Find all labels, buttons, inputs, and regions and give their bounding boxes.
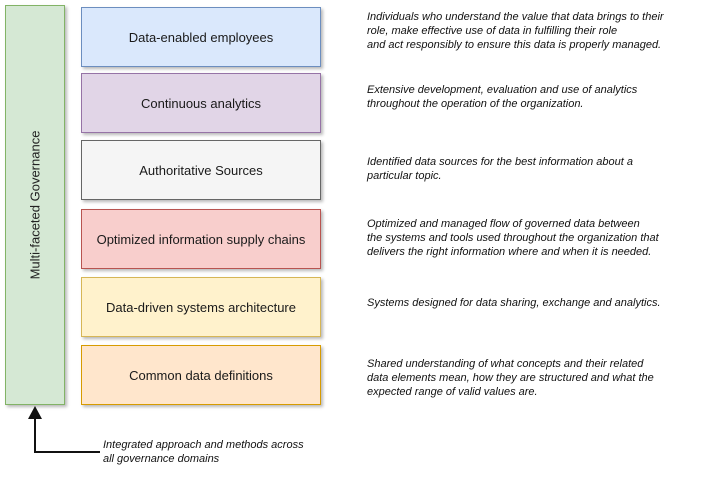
description-data-driven-systems-architecture: Systems designed for data sharing, excha… — [367, 296, 712, 310]
description-line: Systems designed for data sharing, excha… — [367, 297, 661, 309]
description-line: and act responsibly to ensure this data … — [367, 39, 662, 51]
description-line: Individuals who understand the value tha… — [367, 11, 664, 23]
description-line: Identified data sources for the best inf… — [367, 156, 633, 168]
description-line: delivers the right information where and… — [367, 246, 652, 258]
layer-data-driven-systems-architecture: Data-driven systems architecture — [81, 277, 321, 337]
multi-faceted-governance-box: Multi-faceted Governance — [5, 5, 65, 405]
layer-label: Optimized information supply chains — [96, 231, 306, 247]
description-line: data elements mean, how they are structu… — [367, 372, 654, 384]
governance-label: Multi-faceted Governance — [27, 130, 43, 280]
arrowhead-icon — [28, 406, 42, 419]
integrated-approach-note: Integrated approach and methods across a… — [103, 438, 333, 466]
note-line: all governance domains — [103, 453, 220, 465]
description-authoritative-sources: Identified data sources for the best inf… — [367, 155, 712, 183]
layer-authoritative-sources: Authoritative Sources — [81, 140, 321, 200]
description-line: Shared understanding of what concepts an… — [367, 358, 644, 370]
description-line: role, make effective use of data in fulf… — [367, 25, 618, 37]
description-common-data-definitions: Shared understanding of what concepts an… — [367, 357, 712, 399]
connector-line — [34, 417, 100, 453]
note-line: Integrated approach and methods across — [103, 439, 304, 451]
description-line: Extensive development, evaluation and us… — [367, 84, 638, 96]
layer-label: Common data definitions — [129, 367, 273, 383]
layer-label: Data-driven systems architecture — [105, 299, 296, 315]
description-continuous-analytics: Extensive development, evaluation and us… — [367, 83, 712, 111]
layer-label: Data-enabled employees — [128, 29, 274, 45]
layer-data-enabled-employees: Data-enabled employees — [81, 7, 321, 67]
layer-continuous-analytics: Continuous analytics — [81, 73, 321, 133]
description-optimized-information-supply-chains: Optimized and managed flow of governed d… — [367, 217, 712, 259]
description-line: throughout the operation of the organiza… — [367, 98, 584, 110]
description-line: expected range of valid values are. — [367, 386, 538, 398]
description-line: Optimized and managed flow of governed d… — [367, 218, 640, 230]
layer-optimized-information-supply-chains: Optimized information supply chains — [81, 209, 321, 269]
layer-label: Continuous analytics — [141, 95, 261, 111]
layer-label: Authoritative Sources — [139, 162, 263, 178]
description-line: particular topic. — [367, 170, 442, 182]
description-line: the systems and tools used throughout th… — [367, 232, 659, 244]
layer-common-data-definitions: Common data definitions — [81, 345, 321, 405]
description-data-enabled-employees: Individuals who understand the value tha… — [367, 10, 712, 52]
